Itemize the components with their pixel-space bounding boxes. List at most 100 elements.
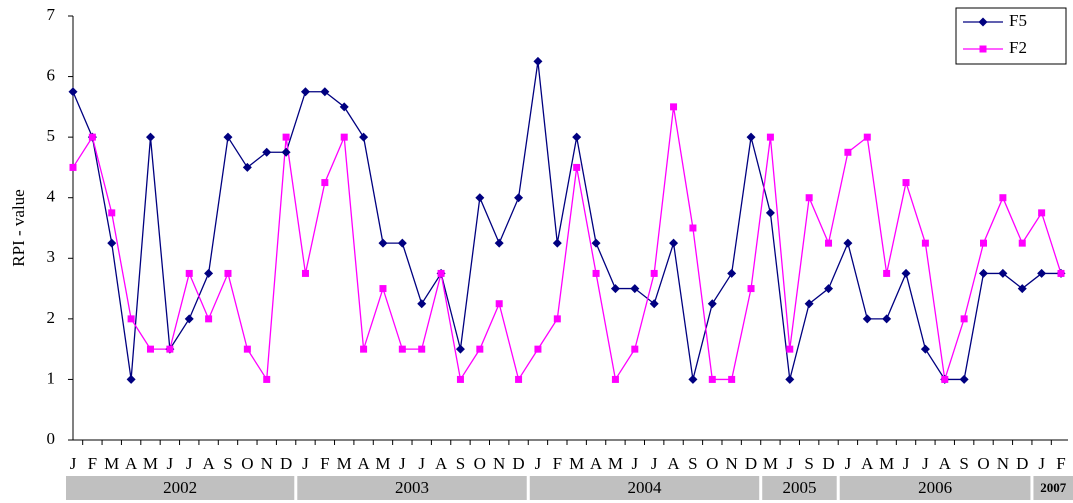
point-marker bbox=[611, 375, 619, 383]
point-marker bbox=[281, 147, 291, 157]
x-tick-label: A bbox=[667, 454, 680, 473]
point-marker bbox=[339, 102, 349, 112]
year-label: 2006 bbox=[918, 478, 952, 497]
x-tick-label: F bbox=[88, 454, 97, 473]
point-marker bbox=[184, 314, 194, 324]
point-marker bbox=[340, 133, 348, 141]
y-axis-label: RPI - value bbox=[9, 189, 28, 266]
y-tick-label: 2 bbox=[47, 308, 56, 327]
x-tick-label: A bbox=[357, 454, 370, 473]
x-tick-label: N bbox=[997, 454, 1009, 473]
year-label: 2002 bbox=[163, 478, 197, 497]
y-tick-label: 6 bbox=[47, 65, 56, 84]
point-marker bbox=[397, 238, 407, 248]
point-marker bbox=[282, 133, 290, 141]
point-marker bbox=[688, 374, 698, 384]
x-tick-label: M bbox=[337, 454, 352, 473]
point-marker bbox=[765, 208, 775, 218]
year-band bbox=[839, 476, 1031, 500]
point-marker bbox=[573, 163, 581, 171]
point-marker bbox=[960, 315, 968, 323]
x-tick-label: M bbox=[569, 454, 584, 473]
point-marker bbox=[301, 269, 309, 277]
point-marker bbox=[649, 299, 659, 309]
year-label: 2003 bbox=[395, 478, 429, 497]
point-marker bbox=[825, 239, 833, 247]
year-band bbox=[66, 476, 295, 500]
x-tick-label: J bbox=[922, 454, 929, 473]
point-marker bbox=[843, 238, 853, 248]
point-marker bbox=[1057, 269, 1065, 277]
x-tick-label: A bbox=[125, 454, 138, 473]
x-tick-label: D bbox=[745, 454, 757, 473]
point-marker bbox=[243, 345, 251, 353]
point-marker bbox=[1017, 284, 1027, 294]
x-tick-label: M bbox=[375, 454, 390, 473]
y-tick-label: 4 bbox=[47, 187, 56, 206]
x-tick-label: O bbox=[977, 454, 989, 473]
point-marker bbox=[514, 193, 524, 203]
point-marker bbox=[630, 284, 640, 294]
point-marker bbox=[805, 194, 813, 202]
point-marker bbox=[379, 285, 387, 293]
x-tick-label: N bbox=[726, 454, 738, 473]
point-marker bbox=[68, 87, 78, 97]
point-marker bbox=[785, 374, 795, 384]
x-tick-label: D bbox=[1016, 454, 1028, 473]
x-tick-label: M bbox=[104, 454, 119, 473]
point-marker bbox=[824, 284, 834, 294]
point-marker bbox=[670, 103, 678, 111]
y-tick-label: 1 bbox=[47, 368, 56, 387]
year-band bbox=[297, 476, 527, 500]
x-tick-label: S bbox=[804, 454, 813, 473]
point-marker bbox=[998, 268, 1008, 278]
point-marker bbox=[669, 238, 679, 248]
point-marker bbox=[631, 345, 639, 353]
x-tick-label: S bbox=[456, 454, 465, 473]
year-band bbox=[1033, 476, 1073, 500]
x-tick-label: A bbox=[939, 454, 952, 473]
point-marker bbox=[921, 239, 929, 247]
x-tick-label: M bbox=[608, 454, 623, 473]
point-marker bbox=[146, 345, 154, 353]
x-tick-label: J bbox=[1038, 454, 1045, 473]
x-tick-label: O bbox=[474, 454, 486, 473]
point-marker bbox=[223, 132, 233, 142]
point-marker bbox=[572, 132, 582, 142]
point-marker bbox=[727, 268, 737, 278]
x-tick-label: J bbox=[167, 454, 174, 473]
series-line bbox=[72, 106, 1062, 382]
point-marker bbox=[804, 299, 814, 309]
point-marker bbox=[495, 300, 503, 308]
x-tick-label: D bbox=[280, 454, 292, 473]
year-label: 2007 bbox=[1040, 480, 1067, 495]
point-marker bbox=[204, 268, 214, 278]
point-marker bbox=[494, 238, 504, 248]
point-marker bbox=[320, 87, 330, 97]
point-marker bbox=[863, 133, 871, 141]
point-marker bbox=[999, 194, 1007, 202]
point-marker bbox=[166, 345, 174, 353]
point-marker bbox=[591, 238, 601, 248]
point-marker bbox=[205, 315, 213, 323]
x-tick-label: J bbox=[186, 454, 193, 473]
point-marker bbox=[708, 375, 716, 383]
point-marker bbox=[979, 45, 987, 53]
year-label: 2004 bbox=[627, 478, 662, 497]
point-marker bbox=[360, 345, 368, 353]
point-marker bbox=[224, 269, 232, 277]
point-marker bbox=[844, 148, 852, 156]
point-marker bbox=[552, 238, 562, 248]
point-marker bbox=[515, 375, 523, 383]
year-band bbox=[762, 476, 837, 500]
point-marker bbox=[262, 147, 272, 157]
x-tick-label: M bbox=[763, 454, 778, 473]
x-tick-label: J bbox=[418, 454, 425, 473]
x-tick-label: S bbox=[959, 454, 968, 473]
point-marker bbox=[553, 315, 561, 323]
point-marker bbox=[882, 314, 892, 324]
point-marker bbox=[979, 268, 989, 278]
year-label: 2005 bbox=[782, 478, 816, 497]
legend-label: F5 bbox=[1009, 11, 1027, 30]
point-marker bbox=[69, 163, 77, 171]
